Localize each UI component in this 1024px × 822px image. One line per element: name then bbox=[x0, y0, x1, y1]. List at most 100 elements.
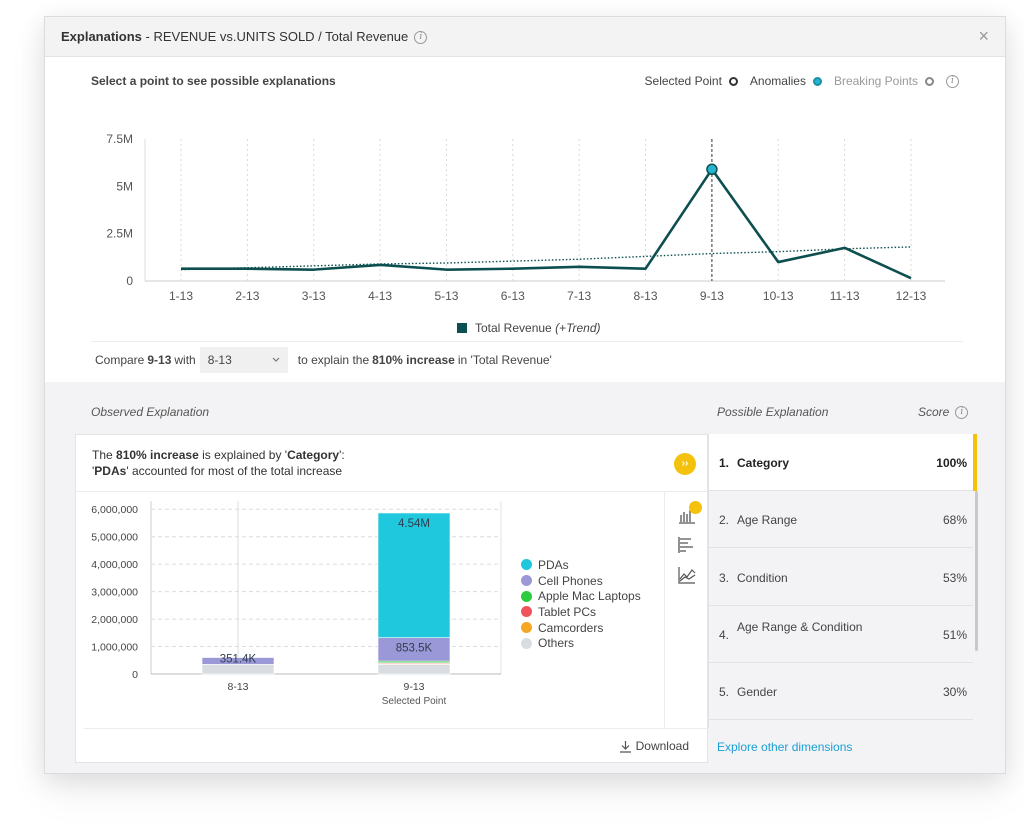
possible-explanation-item[interactable]: 5. Gender 30% bbox=[709, 663, 973, 721]
y-tick-label: 2.5M bbox=[106, 227, 133, 241]
divider bbox=[91, 341, 963, 342]
dialog-title-rest: - REVENUE vs.UNITS SOLD / Total Revenue bbox=[141, 29, 409, 44]
contribution-bar-chart[interactable]: 0 1,000,000 2,000,000 3,000,000 4,000,000 5,0… bbox=[76, 491, 516, 728]
breaking-points-icon[interactable] bbox=[925, 76, 934, 86]
y-tick-label: 6,000,000 bbox=[91, 504, 138, 516]
item-score: 51% bbox=[942, 627, 967, 642]
legend-label: Apple Mac Laptops bbox=[538, 589, 641, 604]
data-point[interactable] bbox=[575, 263, 583, 271]
download-label: Download bbox=[635, 739, 689, 753]
top-contributor: PDAs bbox=[94, 464, 127, 478]
item-number: 4. bbox=[719, 627, 730, 642]
observed-explanation-card: The 810% increase is explained by 'Categ… bbox=[75, 434, 708, 763]
legend-label: PDAs bbox=[538, 557, 569, 572]
total-revenue-line bbox=[181, 167, 912, 280]
anomalies-icon[interactable] bbox=[812, 76, 822, 86]
legend-swatch bbox=[521, 637, 532, 649]
text: is explained by ' bbox=[198, 448, 288, 462]
legend-item[interactable]: Tablet PCs bbox=[521, 604, 641, 620]
legend-swatch bbox=[521, 606, 532, 618]
x-tick-label: 9-13 bbox=[700, 289, 724, 303]
legend-label: Total Revenue (+Trend) bbox=[475, 321, 601, 335]
dimension-name: Category bbox=[287, 448, 340, 462]
anomaly-point[interactable] bbox=[706, 163, 718, 176]
item-name: Age Range bbox=[737, 513, 798, 528]
chart-instruction: Select a point to see possible explanati… bbox=[91, 74, 336, 88]
score-header: Score i bbox=[918, 405, 969, 419]
legend-swatch bbox=[521, 575, 532, 587]
line-chart-icon[interactable] bbox=[677, 565, 697, 585]
explore-dimensions-link[interactable]: Explore other dimensions bbox=[717, 740, 853, 754]
info-icon[interactable]: i bbox=[414, 31, 428, 45]
text: ': bbox=[339, 448, 345, 462]
bar-segment-pdas[interactable] bbox=[377, 512, 451, 638]
divider bbox=[84, 728, 707, 729]
increase-text: 810% increase bbox=[372, 353, 455, 367]
data-point[interactable] bbox=[177, 265, 185, 273]
legend-item[interactable]: Camcorders bbox=[521, 620, 641, 636]
x-tick-label: 3-13 bbox=[302, 289, 326, 303]
expand-button[interactable]: ›› bbox=[674, 453, 696, 475]
legend-item[interactable]: Others bbox=[521, 635, 641, 651]
info-icon[interactable]: i bbox=[946, 74, 959, 88]
bar-segment-cell-phones[interactable] bbox=[201, 657, 275, 665]
item-score: 53% bbox=[942, 570, 967, 585]
data-point[interactable] bbox=[376, 261, 384, 269]
x-tick-sublabel: Selected Point bbox=[382, 696, 447, 707]
item-number: 2. bbox=[719, 513, 730, 528]
x-tick-label: 8-13 bbox=[227, 681, 248, 693]
divider bbox=[76, 491, 707, 492]
compare-period-select[interactable]: 8-13 bbox=[199, 347, 288, 373]
compare-point: 9-13 bbox=[147, 353, 172, 367]
x-tick-label: 7-13 bbox=[567, 289, 591, 303]
download-button[interactable]: Download bbox=[619, 739, 689, 753]
data-point[interactable] bbox=[243, 265, 251, 273]
revenue-line-chart[interactable]: 1-13 2-13 3-13 4-13 5-13 6-13 7-13 8-13 9-13 10-1… bbox=[45, 57, 1006, 342]
bar-segment-others[interactable] bbox=[377, 664, 451, 675]
legend-item[interactable]: PDAs bbox=[521, 557, 641, 573]
possible-explanation-item[interactable]: 1. Category 100% bbox=[709, 434, 977, 491]
bar-segment-others[interactable] bbox=[201, 664, 275, 675]
explain-prefix: to explain the bbox=[297, 353, 370, 367]
selected-point-icon[interactable] bbox=[728, 76, 738, 86]
data-point[interactable] bbox=[841, 244, 849, 252]
item-name: Age Range & Condition bbox=[737, 619, 863, 634]
possible-explanation-item[interactable]: 4. Age Range & Condition 51% bbox=[709, 605, 973, 663]
observed-summary-line-1: The 810% increase is explained by 'Categ… bbox=[92, 447, 345, 463]
dialog-title: Explanations - REVENUE vs.UNITS SOLD / T… bbox=[61, 29, 428, 45]
chart-type-toolbar bbox=[664, 491, 708, 728]
text: The bbox=[92, 448, 117, 462]
possible-explanation-label: Possible Explanation bbox=[717, 405, 829, 419]
data-point[interactable] bbox=[774, 258, 782, 266]
item-score: 100% bbox=[936, 456, 967, 470]
legend-item[interactable]: Cell Phones bbox=[521, 573, 641, 589]
legend-label: Camcorders bbox=[538, 620, 604, 635]
selection-indicator bbox=[973, 434, 977, 491]
legend-item[interactable]: Apple Mac Laptops bbox=[521, 588, 641, 604]
possible-explanation-list: 1. Category 100% 2. Age Range 68% 3. Condition 5… bbox=[708, 434, 978, 728]
data-point[interactable] bbox=[442, 266, 450, 274]
possible-explanation-item[interactable]: 2. Age Range 68% bbox=[709, 491, 973, 549]
list-scrollbar[interactable] bbox=[975, 491, 978, 651]
data-point[interactable] bbox=[907, 274, 915, 282]
data-point[interactable] bbox=[310, 266, 318, 274]
y-tick-label: 4,000,000 bbox=[91, 559, 138, 571]
data-label: 351.4K bbox=[220, 654, 257, 666]
point-type-legend: Selected Point Anomalies Breaking Points… bbox=[645, 74, 959, 88]
item-number: 1. bbox=[719, 456, 730, 470]
close-button[interactable]: × bbox=[978, 26, 989, 46]
item-number: 5. bbox=[719, 685, 730, 700]
x-tick-label: 4-13 bbox=[368, 289, 392, 303]
item-score: 30% bbox=[942, 685, 967, 700]
data-point[interactable] bbox=[642, 265, 650, 273]
data-point[interactable] bbox=[509, 265, 517, 273]
bar-chart-icon[interactable] bbox=[677, 505, 697, 525]
info-icon[interactable]: i bbox=[955, 405, 969, 419]
possible-explanation-item[interactable]: 3. Condition 53% bbox=[709, 548, 973, 606]
trend-chart-area: Select a point to see possible explanati… bbox=[45, 57, 1005, 382]
legend-swatch bbox=[521, 590, 532, 602]
active-badge-icon bbox=[689, 501, 702, 514]
horizontal-bar-icon[interactable] bbox=[677, 535, 697, 555]
dialog-titlebar: Explanations - REVENUE vs.UNITS SOLD / T… bbox=[45, 17, 1005, 57]
explain-suffix: in 'Total Revenue' bbox=[457, 353, 552, 367]
